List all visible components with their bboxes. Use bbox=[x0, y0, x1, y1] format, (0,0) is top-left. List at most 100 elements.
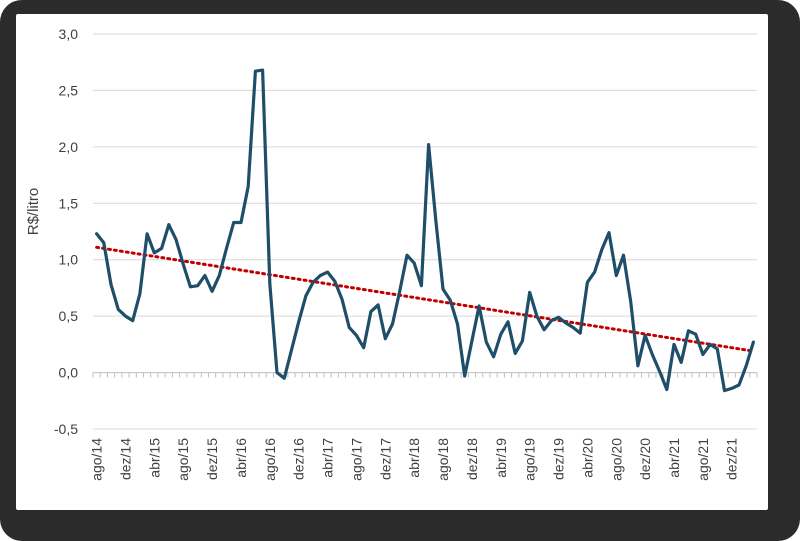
data-point bbox=[232, 221, 235, 224]
data-point bbox=[405, 254, 409, 257]
data-point bbox=[730, 387, 733, 390]
x-tick-label: abr/20 bbox=[579, 438, 595, 478]
x-tick-label: ago/20 bbox=[608, 438, 624, 481]
x-tick-label: dez/14 bbox=[117, 438, 133, 480]
data-point bbox=[701, 353, 705, 356]
data-point bbox=[109, 283, 113, 286]
data-point bbox=[131, 319, 134, 322]
data-point bbox=[643, 334, 647, 337]
data-point bbox=[752, 340, 755, 344]
data-point bbox=[196, 284, 199, 287]
data-point bbox=[586, 281, 589, 284]
x-tick-label: dez/15 bbox=[204, 438, 220, 480]
data-point bbox=[340, 298, 344, 301]
data-point bbox=[528, 291, 531, 294]
data-point bbox=[420, 284, 423, 287]
data-point bbox=[174, 238, 178, 241]
data-point bbox=[290, 348, 293, 352]
data-point bbox=[477, 304, 481, 308]
data-point bbox=[189, 285, 192, 288]
data-point bbox=[499, 333, 502, 336]
data-point bbox=[311, 281, 315, 284]
data-point bbox=[434, 219, 438, 222]
data-point bbox=[304, 294, 308, 298]
data-point bbox=[550, 319, 553, 322]
data-point bbox=[456, 322, 459, 326]
data-point bbox=[319, 274, 322, 277]
data-point bbox=[117, 308, 120, 311]
data-point bbox=[153, 251, 156, 255]
data-point bbox=[283, 377, 286, 380]
data-point bbox=[160, 247, 163, 250]
data-point bbox=[694, 333, 697, 336]
data-point bbox=[506, 320, 510, 323]
data-point bbox=[441, 287, 445, 291]
x-tick-label: dez/16 bbox=[291, 438, 307, 480]
data-point bbox=[651, 353, 654, 356]
data-point bbox=[138, 292, 142, 295]
data-point bbox=[672, 343, 676, 346]
data-point bbox=[687, 329, 690, 333]
data-point bbox=[607, 231, 611, 234]
y-tick-label: 1,0 bbox=[59, 252, 79, 268]
data-point bbox=[485, 340, 488, 344]
x-tick-label: dez/19 bbox=[551, 438, 567, 480]
data-point bbox=[427, 143, 430, 146]
data-point bbox=[593, 270, 596, 274]
x-tick-label: abr/21 bbox=[666, 438, 682, 478]
data-point bbox=[369, 310, 373, 313]
data-point bbox=[578, 331, 582, 335]
data-point bbox=[145, 232, 149, 235]
data-point bbox=[716, 347, 719, 351]
y-tick-label: 0,0 bbox=[59, 365, 79, 381]
data-point bbox=[182, 263, 185, 266]
data-point bbox=[723, 389, 726, 392]
data-point bbox=[398, 290, 401, 293]
data-point bbox=[376, 303, 380, 307]
trendline bbox=[95, 245, 755, 353]
data-point bbox=[744, 364, 748, 367]
data-point bbox=[571, 326, 575, 329]
data-point bbox=[348, 326, 351, 329]
data-point bbox=[203, 274, 207, 277]
x-tick-label: dez/20 bbox=[637, 438, 653, 480]
data-point bbox=[492, 355, 495, 358]
x-tick-label: abr/15 bbox=[146, 438, 162, 478]
series-line bbox=[94, 68, 756, 393]
data-point bbox=[254, 70, 257, 73]
x-tick-label: dez/17 bbox=[377, 438, 393, 480]
data-point bbox=[326, 270, 329, 274]
y-tick-label: 0,5 bbox=[59, 308, 79, 324]
data-point bbox=[542, 328, 546, 331]
data-point bbox=[384, 337, 387, 340]
chart-card bbox=[16, 14, 768, 510]
data-point bbox=[362, 346, 365, 349]
x-tick-label: ago/16 bbox=[262, 438, 278, 481]
y-tick-label: 2,5 bbox=[59, 82, 79, 98]
x-tick-label: ago/17 bbox=[348, 438, 364, 481]
y-tick-label: -0,5 bbox=[54, 421, 78, 437]
data-point bbox=[463, 374, 466, 378]
y-axis-title: R$/litro bbox=[25, 188, 42, 236]
data-point bbox=[355, 334, 358, 337]
data-point bbox=[246, 185, 250, 188]
data-point bbox=[102, 241, 106, 244]
data-point bbox=[514, 352, 517, 355]
data-point bbox=[658, 370, 661, 373]
x-tick-label: dez/18 bbox=[464, 438, 480, 480]
data-point bbox=[622, 254, 625, 257]
data-point bbox=[210, 290, 214, 293]
data-point bbox=[564, 321, 567, 325]
data-point bbox=[557, 316, 560, 319]
data-point bbox=[297, 320, 300, 323]
x-tick-label: dez/21 bbox=[724, 438, 740, 480]
data-point bbox=[268, 282, 272, 285]
data-point bbox=[95, 232, 98, 235]
data-point bbox=[615, 274, 618, 277]
x-tick-label: ago/18 bbox=[435, 438, 451, 481]
data-point bbox=[449, 299, 452, 302]
x-tick-label: ago/14 bbox=[89, 438, 105, 481]
y-tick-label: 3,0 bbox=[59, 26, 79, 42]
data-point bbox=[333, 279, 336, 283]
